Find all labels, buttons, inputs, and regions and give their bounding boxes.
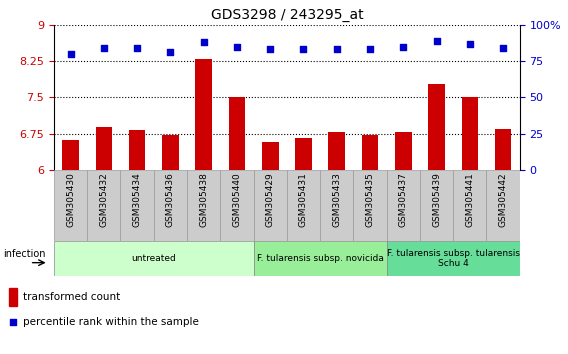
Point (199, 39, 208, 45)
Bar (387, 170, 420, 241)
Text: F. tularensis subsp. novicida: F. tularensis subsp. novicida (257, 254, 383, 263)
Text: untreated: untreated (131, 254, 176, 263)
Point (132, 45, 141, 51)
Bar (253, 241, 387, 276)
Point (99, 45, 108, 51)
Bar (320, 170, 353, 241)
Bar (262, 142, 278, 170)
Bar (420, 170, 453, 241)
Point (66, 51, 75, 57)
Bar (187, 170, 220, 241)
Text: GSM305432: GSM305432 (99, 172, 108, 227)
Bar (295, 138, 312, 170)
Point (299, 47, 308, 52)
Bar (395, 132, 412, 170)
Text: GSM305430: GSM305430 (66, 172, 75, 227)
Bar (220, 170, 253, 241)
Text: GSM305433: GSM305433 (332, 172, 341, 227)
Bar (87, 170, 120, 241)
Point (232, 44, 241, 49)
Text: GSM305440: GSM305440 (232, 172, 241, 227)
Text: infection: infection (3, 249, 45, 259)
Bar (486, 170, 520, 241)
Text: GSM305434: GSM305434 (133, 172, 141, 227)
Bar (195, 59, 212, 170)
Text: percentile rank within the sample: percentile rank within the sample (23, 317, 199, 327)
Bar (120, 170, 154, 241)
Text: GSM305442: GSM305442 (499, 172, 508, 227)
Text: GSM305431: GSM305431 (299, 172, 308, 227)
Bar (353, 170, 387, 241)
Point (365, 47, 374, 52)
Text: GSM305441: GSM305441 (465, 172, 474, 227)
Bar (387, 241, 520, 276)
Text: GSM305439: GSM305439 (432, 172, 441, 227)
Text: GSM305438: GSM305438 (199, 172, 208, 227)
Title: GDS3298 / 243295_at: GDS3298 / 243295_at (211, 8, 363, 22)
Bar (495, 129, 511, 170)
Point (499, 45, 508, 51)
Point (332, 47, 341, 52)
Text: GSM305429: GSM305429 (266, 172, 275, 227)
Bar (428, 84, 445, 170)
Text: transformed count: transformed count (23, 292, 120, 302)
Bar (95, 127, 112, 170)
Bar (328, 132, 345, 170)
Bar (453, 170, 486, 241)
Bar (287, 170, 320, 241)
Text: F. tularensis subsp. tularensis
Schu 4: F. tularensis subsp. tularensis Schu 4 (387, 249, 520, 268)
Text: GSM305437: GSM305437 (399, 172, 408, 227)
Bar (461, 97, 478, 170)
Bar (9, 288, 17, 306)
Bar (162, 135, 179, 170)
Text: GSM305436: GSM305436 (166, 172, 175, 227)
Point (266, 47, 275, 52)
Bar (62, 140, 79, 170)
Bar (54, 170, 87, 241)
Bar (154, 170, 187, 241)
Bar (228, 97, 245, 170)
Point (399, 44, 408, 49)
Point (432, 38, 441, 44)
Bar (54, 241, 253, 276)
Bar (129, 130, 145, 170)
Bar (253, 170, 287, 241)
Point (9, 319, 18, 325)
Bar (362, 135, 378, 170)
Point (465, 41, 474, 46)
Text: GSM305435: GSM305435 (366, 172, 374, 227)
Point (166, 50, 175, 55)
